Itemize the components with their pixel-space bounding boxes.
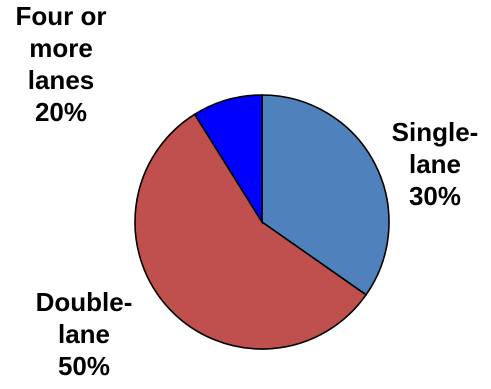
slice-label-single-lane: Single- lane 30% [382, 116, 488, 212]
slice-label-line: lane [57, 319, 111, 349]
slice-label-line: 50% [57, 351, 111, 381]
slice-label-line: Four or [15, 1, 107, 31]
slice-label-line: more [29, 33, 93, 63]
pie-slice-four-or-more-lanes [193, 94, 263, 225]
slice-label-line: Single- [391, 117, 479, 147]
slice-label-line: lane [408, 149, 462, 179]
slice-label-line: Double- [35, 287, 133, 317]
pie-slice-single-lane [261, 94, 390, 296]
slice-label-line: 20% [34, 97, 88, 127]
slice-label-four-or-more-lanes: Four or more lanes 20% [0, 0, 122, 128]
slice-label-double-lane: Double- lane 50% [0, 286, 168, 382]
slice-label-line: 30% [408, 181, 462, 211]
pie-slices [134, 94, 390, 350]
slice-label-line: lanes [27, 65, 95, 95]
pie-slice-double-lane [134, 113, 368, 350]
